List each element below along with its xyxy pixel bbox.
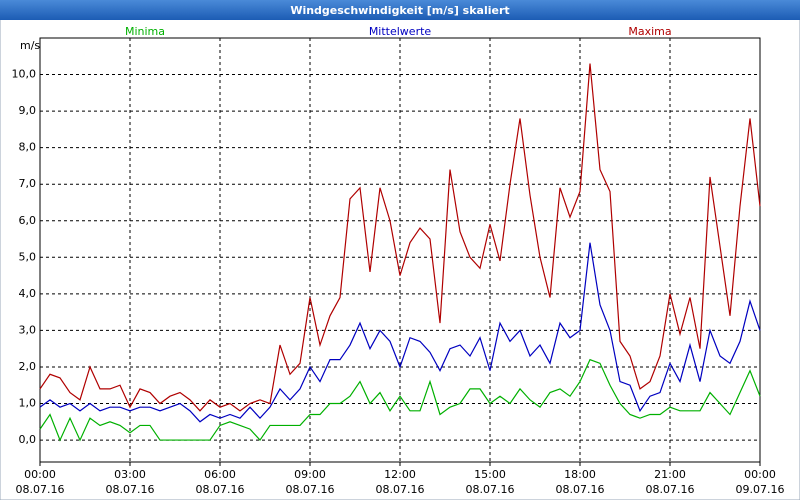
data-line (39, 242, 761, 423)
y-tick-label: 2,0 (19, 360, 37, 373)
y-tick-label: 0,0 (19, 433, 37, 446)
x-tick-label: 15:00 (474, 468, 506, 481)
x-tick-label: 00:00 (24, 468, 56, 481)
x-tick-label: 09.07.16 (736, 483, 785, 496)
x-tick-label: 08.07.16 (16, 483, 65, 496)
y-tick-label: 1,0 (19, 397, 37, 410)
data-line (39, 63, 761, 412)
chart-title: Windgeschwindigkeit [m/s] skaliert (290, 4, 509, 17)
x-tick-label: 00:00 (744, 468, 776, 481)
x-tick-label: 21:00 (654, 468, 686, 481)
x-tick-label: 06:00 (204, 468, 236, 481)
x-tick-label: 12:00 (384, 468, 416, 481)
y-tick-label: 3,0 (19, 323, 37, 336)
y-tick-label: 6,0 (19, 214, 37, 227)
legend-entry: Minima (125, 25, 165, 38)
x-tick-label: 08.07.16 (376, 483, 425, 496)
x-tick-label: 08.07.16 (106, 483, 155, 496)
y-tick-label: 7,0 (19, 177, 37, 190)
y-axis-label: m/s (20, 39, 40, 52)
x-tick-label: 08.07.16 (556, 483, 605, 496)
legend-entry: Mittelwerte (369, 25, 432, 38)
x-tick-label: 08.07.16 (196, 483, 245, 496)
y-tick-label: 4,0 (19, 287, 37, 300)
y-tick-label: 10,0 (12, 68, 37, 81)
x-tick-label: 08.07.16 (646, 483, 695, 496)
y-tick-label: 8,0 (19, 141, 37, 154)
x-tick-label: 18:00 (564, 468, 596, 481)
y-tick-label: 9,0 (19, 104, 37, 117)
x-tick-label: 09:00 (294, 468, 326, 481)
title-bar (0, 0, 800, 20)
data-line (39, 358, 761, 442)
legend-entry: Maxima (628, 25, 671, 38)
y-tick-label: 5,0 (19, 250, 37, 263)
x-tick-label: 03:00 (114, 468, 146, 481)
x-tick-label: 08.07.16 (286, 483, 335, 496)
x-tick-label: 08.07.16 (466, 483, 515, 496)
